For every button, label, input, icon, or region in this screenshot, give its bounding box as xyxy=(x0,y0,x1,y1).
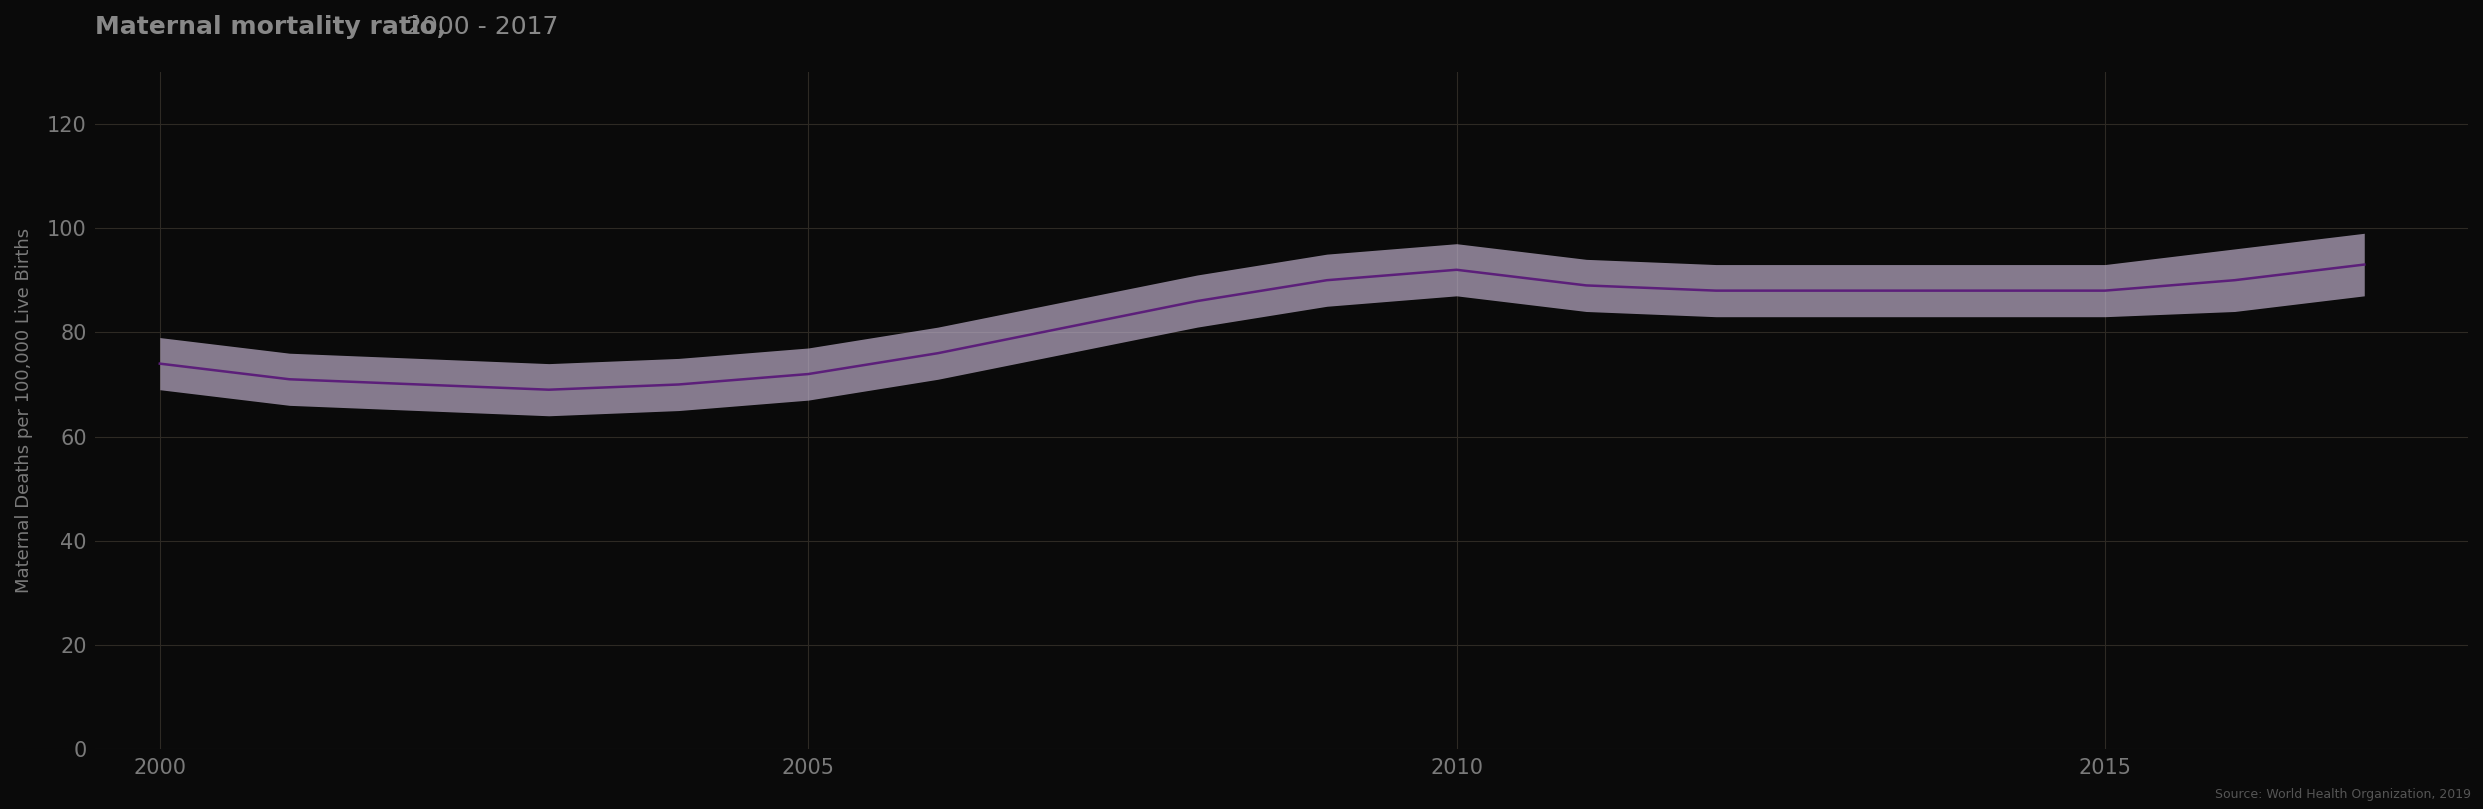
Text: Source: World Health Organization, 2019: Source: World Health Organization, 2019 xyxy=(2215,788,2471,801)
Y-axis label: Maternal Deaths per 100,000 Live Births: Maternal Deaths per 100,000 Live Births xyxy=(15,228,32,593)
Text: Maternal mortality ratio,: Maternal mortality ratio, xyxy=(94,15,447,40)
Text: 2000 - 2017: 2000 - 2017 xyxy=(397,15,559,40)
